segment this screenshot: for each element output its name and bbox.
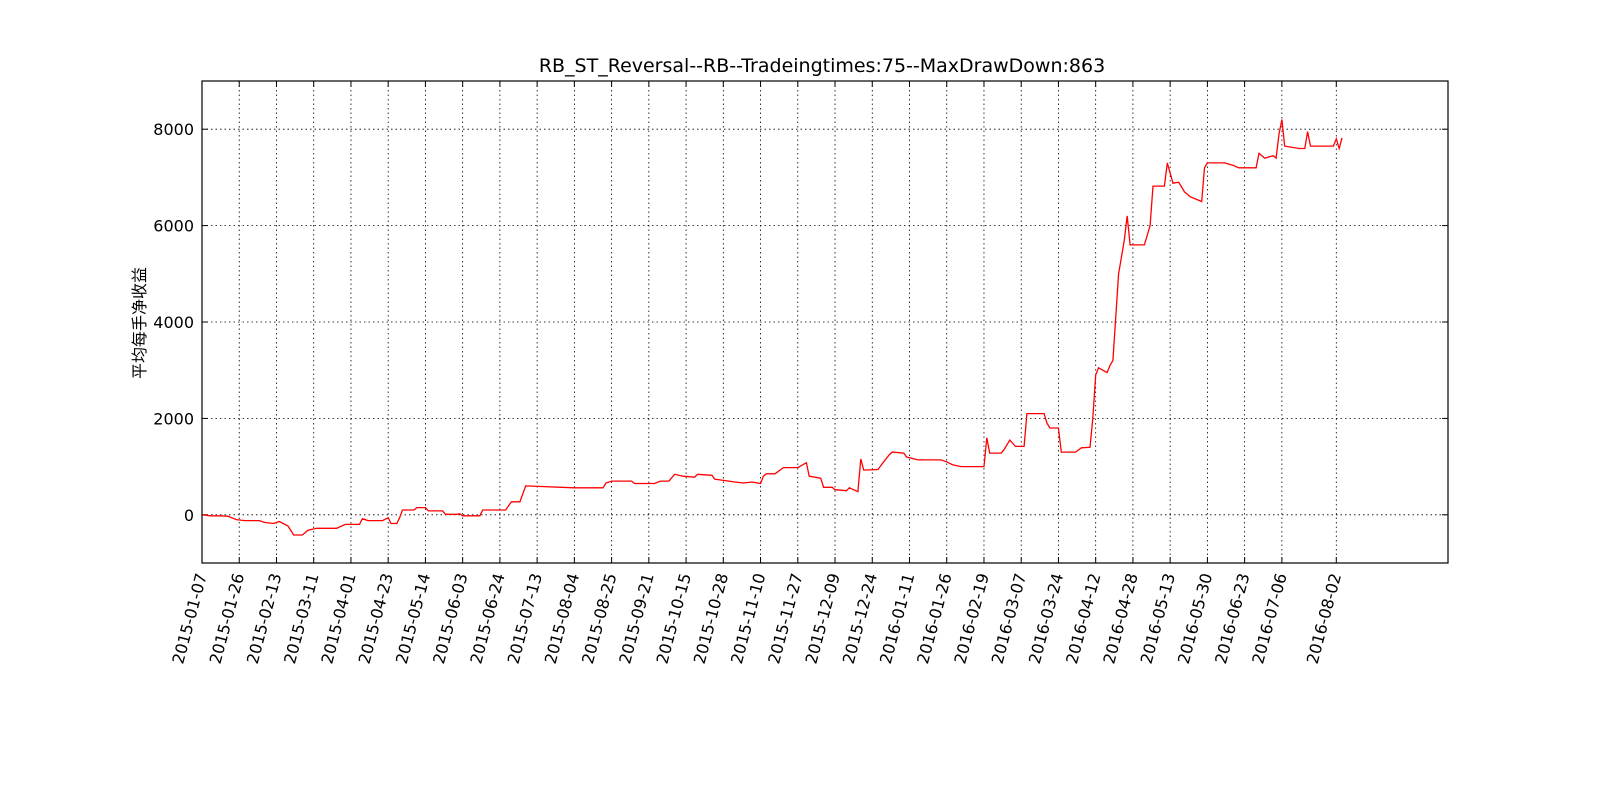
x-tick-label: 2015-02-13 <box>243 571 285 666</box>
x-tick-label: 2015-11-27 <box>764 571 806 666</box>
x-tick-label: 2016-07-06 <box>1248 571 1290 666</box>
x-tick-label: 2015-05-14 <box>392 571 434 666</box>
x-tick-label: 2016-08-02 <box>1303 571 1345 666</box>
y-tick-label: 8000 <box>153 120 194 139</box>
x-tick-label: 2015-04-23 <box>355 571 397 666</box>
grid-lines <box>201 81 1448 563</box>
x-tick-label: 2015-01-26 <box>206 571 248 666</box>
series-layer <box>201 119 1343 536</box>
y-tick-label: 6000 <box>153 217 194 236</box>
x-tick-label: 2015-01-07 <box>168 571 210 666</box>
y-tick-label: 4000 <box>153 313 194 332</box>
x-tick-label: 2015-08-04 <box>541 571 583 666</box>
x-tick-label: 2016-06-23 <box>1211 571 1253 666</box>
x-tick-label: 2016-03-07 <box>988 571 1030 666</box>
x-tick-label: 2015-08-25 <box>578 571 620 666</box>
x-tick-label: 2016-01-26 <box>913 571 955 666</box>
x-tick-label: 2016-05-30 <box>1174 571 1216 666</box>
x-tick-label: 2016-03-24 <box>1025 571 1067 666</box>
axis-ticks: 020004000600080002015-01-072015-01-26201… <box>153 81 1448 666</box>
x-tick-label: 2016-04-28 <box>1099 571 1141 666</box>
x-tick-label: 2015-12-09 <box>801 571 843 666</box>
x-tick-label: 2015-07-13 <box>504 571 546 666</box>
x-tick-label: 2015-12-24 <box>839 571 881 666</box>
x-tick-label: 2015-06-03 <box>429 571 471 666</box>
x-tick-label: 2016-02-19 <box>950 571 992 666</box>
x-tick-label: 2015-03-11 <box>280 571 322 666</box>
x-tick-label: 2016-01-11 <box>876 571 918 666</box>
plot-frame <box>201 80 1449 564</box>
x-tick-label: 2016-04-12 <box>1062 571 1104 666</box>
x-tick-label: 2015-10-28 <box>690 571 732 666</box>
series-line <box>201 119 1343 536</box>
x-tick-label: 2016-05-13 <box>1137 571 1179 666</box>
y-tick-label: 2000 <box>153 409 194 428</box>
y-tick-label: 0 <box>184 506 194 525</box>
chart-title: RB_ST_Reversal--RB--Tradeingtimes:75--Ma… <box>539 55 1105 77</box>
x-tick-label: 2015-09-21 <box>615 571 657 666</box>
x-tick-label: 2015-04-01 <box>317 571 359 666</box>
x-tick-label: 2015-10-15 <box>653 571 695 666</box>
y-axis-label: 平均每手净收益 <box>130 267 149 379</box>
x-tick-label: 2015-06-24 <box>466 571 508 666</box>
x-tick-label: 2015-11-10 <box>727 571 769 666</box>
